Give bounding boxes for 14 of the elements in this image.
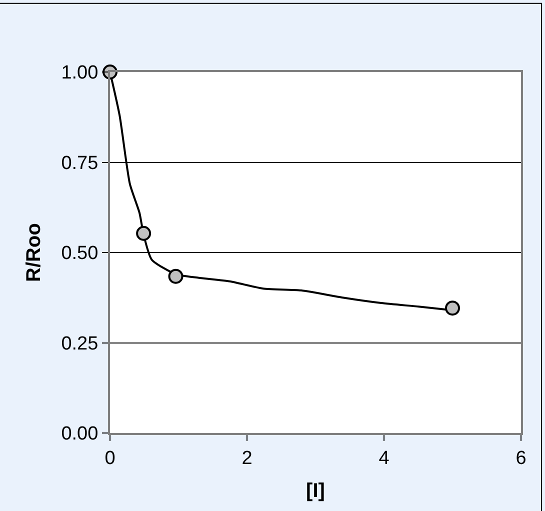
x-tick-label: 4 — [378, 448, 390, 469]
x-tick-label: 0 — [104, 448, 116, 469]
y-tick-label: 1.00 — [61, 62, 98, 84]
y-tick-label: 0.00 — [61, 424, 98, 445]
point — [136, 226, 152, 241]
x-tick-label: 6 — [516, 448, 526, 469]
x-tick-label: 2 — [242, 448, 252, 469]
point — [168, 268, 184, 284]
y-axis-title: R/Roo — [23, 223, 46, 282]
y-tick-label: 0.75 — [61, 152, 98, 174]
y-tick-label: 0.25 — [61, 333, 98, 354]
point — [445, 300, 460, 316]
x-axis-title: [I] — [306, 480, 325, 502]
y-tick-label: 0.50 — [61, 243, 98, 264]
